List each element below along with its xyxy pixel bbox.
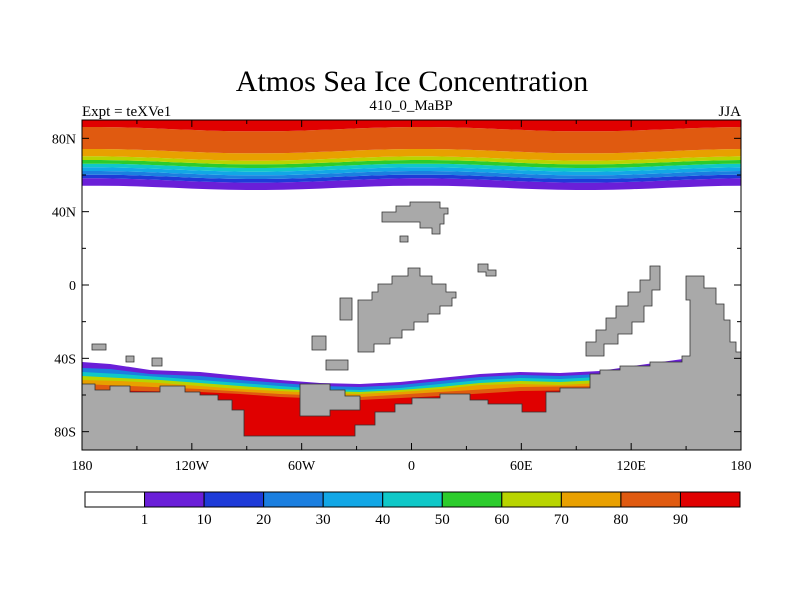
x-tick-label: 120W (175, 459, 210, 474)
colorbar-swatch (501, 491, 562, 508)
colorbar-swatch (620, 491, 681, 508)
northern-ice-bands (82, 120, 741, 190)
north-ice-band-7 (82, 156, 741, 165)
x-axis: 180 120W 60W 0 60E 120E 180 (72, 120, 752, 474)
period-label: 410_0_MaBP (369, 98, 452, 114)
land-south-pole (82, 275, 741, 450)
colorbar-swatch (84, 491, 146, 508)
north-ice-band-1 (82, 178, 741, 190)
y-tick-label: 80N (52, 132, 76, 147)
north-ice-band-9 (82, 127, 741, 154)
land-masses (82, 201, 741, 450)
land-small-islet-3 (311, 335, 327, 351)
north-ice-band-3 (82, 171, 741, 179)
colorbar-swatch (679, 491, 741, 508)
y-tick-label: 40S (54, 352, 76, 367)
colorbar-swatch (263, 491, 324, 508)
colorbar: 1 10 20 30 40 50 60 70 80 90 (84, 491, 741, 528)
north-ice-band-6 (82, 160, 741, 168)
colorbar-label: 70 (554, 512, 569, 528)
land-west-islet-2 (125, 355, 135, 363)
x-tick-label: 60E (510, 459, 533, 474)
north-ice-band-8 (82, 149, 741, 161)
colorbar-swatch (322, 491, 384, 508)
colorbar-label: 10 (197, 512, 212, 528)
map-area (82, 120, 741, 450)
colorbar-swatch (144, 491, 205, 508)
land-west-islet-1 (91, 343, 107, 351)
y-tick-label: 80S (54, 426, 76, 441)
land-small-islet-1 (399, 235, 409, 243)
land-small-islet-2 (477, 263, 497, 277)
x-tick-label: 0 (408, 459, 415, 474)
colorbar-swatch (441, 491, 503, 508)
season-label: JJA (718, 104, 741, 120)
colorbar-label: 60 (494, 512, 509, 528)
colorbar-label: 90 (673, 512, 688, 528)
x-tick-label: 180 (731, 459, 752, 474)
x-tick-label: 120E (616, 459, 646, 474)
y-tick-label: 0 (69, 279, 76, 294)
land-north-island (381, 201, 449, 235)
colorbar-label: 20 (256, 512, 271, 528)
y-tick-label: 40N (52, 206, 76, 221)
land-west-islet-3 (151, 357, 163, 367)
land-eastern-arc (585, 265, 661, 357)
x-tick-label: 180 (72, 459, 93, 474)
land-small-islet-4 (325, 359, 349, 371)
colorbar-label: 80 (613, 512, 628, 528)
colorbar-label: 40 (375, 512, 390, 528)
land-central-small (339, 297, 353, 321)
colorbar-swatch (203, 491, 265, 508)
colorbar-swatch (560, 491, 622, 508)
land-central-continent (357, 267, 457, 353)
colorbar-label: 30 (316, 512, 331, 528)
north-ice-band-4 (82, 167, 741, 176)
land-south-ridge (299, 383, 361, 417)
colorbar-label: 1 (141, 512, 149, 528)
y-axis: 80N 40N 0 40S 80S (52, 132, 741, 441)
colorbar-swatch (382, 491, 443, 508)
chart-title: Atmos Sea Ice Concentration (236, 65, 588, 98)
x-tick-label: 60W (288, 459, 316, 474)
north-ice-band-2 (82, 174, 741, 183)
colorbar-label: 50 (435, 512, 450, 528)
experiment-label: Expt = teXVe1 (82, 104, 171, 120)
north-ice-band-5 (82, 163, 741, 172)
